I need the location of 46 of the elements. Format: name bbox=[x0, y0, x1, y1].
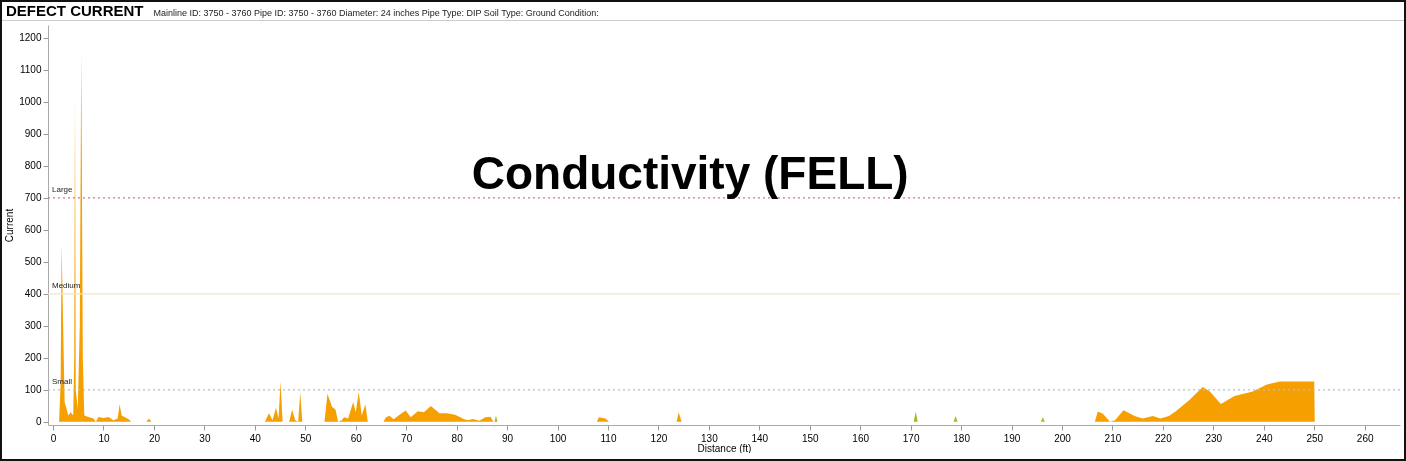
x-tick-label: 150 bbox=[801, 432, 820, 444]
x-tick-label: 170 bbox=[902, 432, 920, 444]
x-tick-label: 210 bbox=[1104, 432, 1122, 444]
x-tick-label: 90 bbox=[502, 432, 514, 444]
y-tick-label: 1000 bbox=[19, 96, 42, 108]
x-tick-label: 110 bbox=[600, 432, 617, 444]
ref-line-label: Large bbox=[52, 184, 74, 194]
y-axis-title: Current bbox=[4, 208, 16, 243]
y-tick-label: 900 bbox=[24, 128, 42, 140]
x-tick-label: 220 bbox=[1155, 432, 1173, 444]
y-tick-label: 300 bbox=[24, 320, 42, 332]
x-tick-label: 120 bbox=[650, 432, 668, 444]
x-tick-label: 100 bbox=[549, 432, 567, 444]
x-tick-label: 160 bbox=[852, 432, 870, 444]
y-tick-label: 1200 bbox=[19, 32, 42, 44]
x-tick-label: 130 bbox=[701, 432, 719, 444]
x-tick-label: 60 bbox=[350, 432, 363, 444]
y-tick-label: 1100 bbox=[19, 64, 42, 76]
x-tick-label: 260 bbox=[1356, 432, 1374, 444]
x-tick-label: 80 bbox=[451, 432, 464, 444]
x-tick-label: 50 bbox=[300, 432, 312, 444]
y-tick-label: 500 bbox=[24, 256, 42, 268]
x-axis-title: Distance (ft) bbox=[697, 442, 752, 454]
y-tick-label: 0 bbox=[35, 416, 42, 428]
y-tick-label: 600 bbox=[24, 224, 42, 236]
x-tick-label: 140 bbox=[751, 432, 769, 444]
y-tick-label: 200 bbox=[24, 352, 42, 364]
annotation: Conductivity (FELL) bbox=[471, 147, 909, 199]
x-tick-label: 10 bbox=[98, 432, 110, 444]
x-tick-label: 40 bbox=[249, 432, 262, 444]
x-tick-label: 250 bbox=[1306, 432, 1324, 444]
y-tick-label: 400 bbox=[24, 288, 42, 300]
x-tick-label: 20 bbox=[148, 432, 161, 444]
x-tick-label: 0 bbox=[50, 432, 57, 444]
y-tick-label: 700 bbox=[24, 192, 42, 204]
x-tick-label: 180 bbox=[953, 432, 971, 444]
y-tick-label: 800 bbox=[24, 160, 42, 172]
y-tick-label: 100 bbox=[24, 384, 42, 396]
chart-subtitle: Mainline ID: 3750 - 3760 Pipe ID: 3750 - 3760 Diameter: 24 inches Pipe Type: DIP Soil Type: Ground Condition: bbox=[153, 8, 599, 18]
x-tick-label: 30 bbox=[199, 432, 211, 444]
x-tick-label: 70 bbox=[401, 432, 413, 444]
x-tick-label: 200 bbox=[1054, 432, 1072, 444]
x-tick-label: 190 bbox=[1003, 432, 1021, 444]
x-tick-label: 230 bbox=[1205, 432, 1223, 444]
chart-title: DEFECT CURRENT bbox=[6, 2, 144, 19]
x-tick-label: 240 bbox=[1255, 432, 1274, 444]
